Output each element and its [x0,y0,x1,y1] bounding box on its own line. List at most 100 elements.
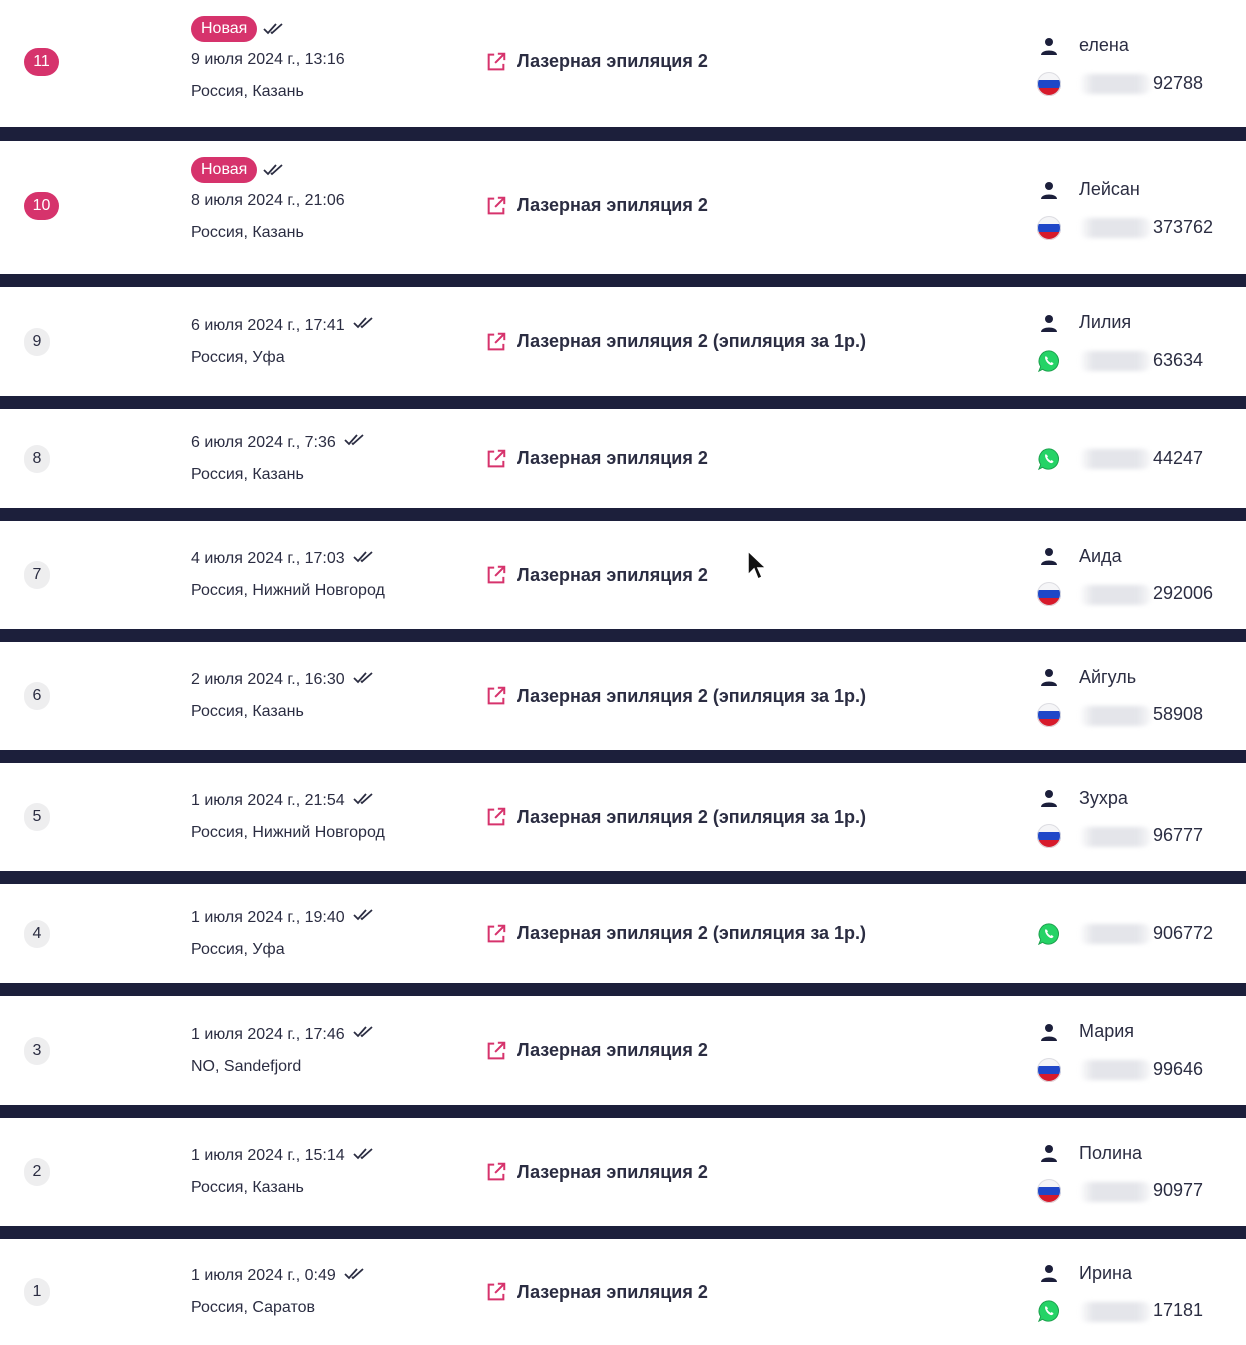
contact-phone[interactable]: 90977 [1079,1180,1203,1202]
external-link-icon[interactable] [485,195,507,217]
lead-row[interactable]: 2 1 июля 2024 г., 15:14 Россия, Казань Лазе… [0,1118,1246,1226]
service-label[interactable]: Лазерная эпиляция 2 [517,448,708,468]
lead-number-badge: 9 [24,327,50,356]
service-label[interactable]: Лазерная эпиляция 2 (эпиляция за 1р.) [517,685,867,706]
double-check-icon [353,1148,373,1160]
lead-location: NO, Sandefjord [191,1057,302,1075]
external-link-icon[interactable] [485,923,507,945]
contact-phone-line[interactable]: 373762 [1037,214,1237,242]
status-badge: Новая [191,157,258,183]
service-label[interactable]: Лазерная эпиляция 2 [517,1161,708,1182]
external-link-icon[interactable] [485,1281,507,1303]
phone-redaction [1079,1301,1151,1322]
service-link[interactable]: Лазерная эпиляция 2 [485,448,708,470]
double-check-icon [353,793,373,805]
service-label[interactable]: Лазерная эпиляция 2 [517,564,708,585]
contact-phone[interactable]: 99646 [1079,1059,1203,1081]
contact-phone-line[interactable]: 292006 [1037,580,1237,608]
service-label[interactable]: Лазерная эпиляция 2 [517,195,708,215]
lead-row[interactable]: 11 Новая 9 июля 2024 г., 13:16 Россия, Каза… [0,0,1246,127]
lead-location: Россия, Нижний Новгород [191,582,385,599]
service-label[interactable]: Лазерная эпиляция 2 [517,1281,708,1302]
service-link[interactable]: Лазерная эпиляция 2 (эпиляция за 1р.) [485,923,866,945]
contact-block: Зухра 96777 [1037,784,1237,850]
external-link-icon[interactable] [485,51,507,73]
contact-phone-line[interactable]: 17181 [1037,1297,1237,1325]
phone-visible-digits: 906772 [1153,922,1214,943]
contact-block: Мария 99646 [1037,1018,1237,1084]
contact-phone[interactable]: 373762 [1079,217,1213,239]
contact-phone-line[interactable]: 92788 [1037,70,1237,98]
lead-row[interactable]: 4 1 июля 2024 г., 19:40 Россия, Уфа Лазерна… [0,884,1246,983]
lead-location: Россия, Казань [191,703,304,720]
contact-phone[interactable]: 906772 [1079,922,1214,945]
service-link[interactable]: Лазерная эпиляция 2 (эпиляция за 1р.) [485,685,866,707]
lead-row[interactable]: 7 4 июля 2024 г., 17:03 Россия, Нижний Нов… [0,521,1246,629]
double-check-icon [353,672,373,684]
external-link-icon[interactable] [485,1161,507,1183]
service-link[interactable]: Лазерная эпиляция 2 [485,1040,708,1062]
contact-phone-line[interactable]: 63634 [1037,347,1237,375]
service-link[interactable]: Лазерная эпиляция 2 [485,1161,708,1183]
service-link[interactable]: Лазерная эпиляция 2 [485,1281,708,1303]
contact-phone-line[interactable]: 96777 [1037,822,1237,850]
service-link[interactable]: Лазерная эпиляция 2 [485,564,708,586]
external-link-icon[interactable] [485,1040,507,1062]
contact-phone[interactable]: 58908 [1079,704,1203,726]
lead-date-text: 4 июля 2024 г., 17:03 [191,550,345,567]
lead-row[interactable]: 10 Новая 8 июля 2024 г., 21:06 Россия, Каза… [0,141,1246,274]
service-label[interactable]: Лазерная эпиляция 2 [517,51,708,71]
lead-date-text: 1 июля 2024 г., 19:40 [191,908,345,926]
service-label[interactable]: Лазерная эпиляция 2 (эпиляция за 1р.) [517,923,867,943]
contact-phone-line[interactable]: 90977 [1037,1177,1237,1205]
lead-row[interactable]: 5 1 июля 2024 г., 21:54 Россия, Нижний Нов… [0,763,1246,871]
service-label[interactable]: Лазерная эпиляция 2 (эпиляция за 1р.) [517,806,867,827]
external-link-icon[interactable] [485,448,507,470]
person-icon [1041,181,1057,199]
lead-row[interactable]: 1 1 июля 2024 г., 0:49 Россия, Саратов Лазе… [0,1239,1246,1345]
external-link-icon[interactable] [485,806,507,828]
external-link-icon[interactable] [485,685,507,707]
lead-row[interactable]: 3 1 июля 2024 г., 17:46 NO, Sandefjord Лазе… [0,996,1246,1105]
service-link[interactable]: Лазерная эпиляция 2 (эпиляция за 1р.) [485,806,866,828]
phone-redaction [1079,1181,1151,1202]
service-link[interactable]: Лазерная эпиляция 2 (эпиляция за 1р.) [485,331,866,353]
phone-visible-digits: 63634 [1153,349,1204,370]
status-row: Новая [191,16,345,42]
whatsapp-icon[interactable] [1037,1298,1061,1324]
service-link[interactable]: Лазерная эпиляция 2 [485,195,708,217]
contact-phone[interactable]: 44247 [1079,448,1203,470]
contact-phone-line[interactable]: 44247 [1037,445,1237,473]
contact-phone[interactable]: 92788 [1079,73,1203,95]
service-label[interactable]: Лазерная эпиляция 2 [517,1040,708,1060]
contact-phone[interactable]: 17181 [1079,1300,1204,1322]
lead-date-text: 1 июля 2024 г., 17:46 [191,1025,345,1043]
person-icon [1041,669,1057,686]
external-link-icon[interactable] [485,564,507,586]
lead-date-block: Новая 8 июля 2024 г., 21:06 Россия, Казань [191,157,345,243]
person-icon [1041,1023,1057,1041]
russia-flag-icon [1037,1179,1061,1203]
contact-phone-line[interactable]: 906772 [1037,920,1237,948]
lead-row[interactable]: 9 6 июля 2024 г., 17:41 Россия, Уфа Лазерна… [0,287,1246,396]
lead-row[interactable]: 6 2 июля 2024 г., 16:30 Россия, Казань Лазе… [0,642,1246,750]
contact-phone[interactable]: 292006 [1079,583,1213,605]
service-label[interactable]: Лазерная эпиляция 2 (эпиляция за 1р.) [517,331,867,351]
lead-row[interactable]: 8 6 июля 2024 г., 7:36 Россия, Казань Лазер… [0,409,1246,508]
contact-phone[interactable]: 63634 [1079,349,1204,372]
whatsapp-icon[interactable] [1037,348,1061,374]
external-link-icon[interactable] [485,331,507,353]
lead-date-block: 6 июля 2024 г., 7:36 Россия, Казань [191,433,366,485]
phone-visible-digits: 17181 [1153,1300,1204,1321]
whatsapp-icon[interactable] [1037,446,1061,472]
contact-block: Айгуль 58908 [1037,663,1237,729]
person-icon [1041,314,1057,332]
whatsapp-icon[interactable] [1037,921,1061,947]
service-link[interactable]: Лазерная эпиляция 2 [485,51,708,73]
lead-location: Россия, Саратов [191,1299,315,1316]
contact-phone-line[interactable]: 58908 [1037,701,1237,729]
contact-name-line: Ирина [1037,1259,1237,1287]
lead-date-block: 1 июля 2024 г., 19:40 Россия, Уфа [191,908,375,960]
contact-phone[interactable]: 96777 [1079,825,1203,847]
contact-phone-line[interactable]: 99646 [1037,1056,1237,1084]
